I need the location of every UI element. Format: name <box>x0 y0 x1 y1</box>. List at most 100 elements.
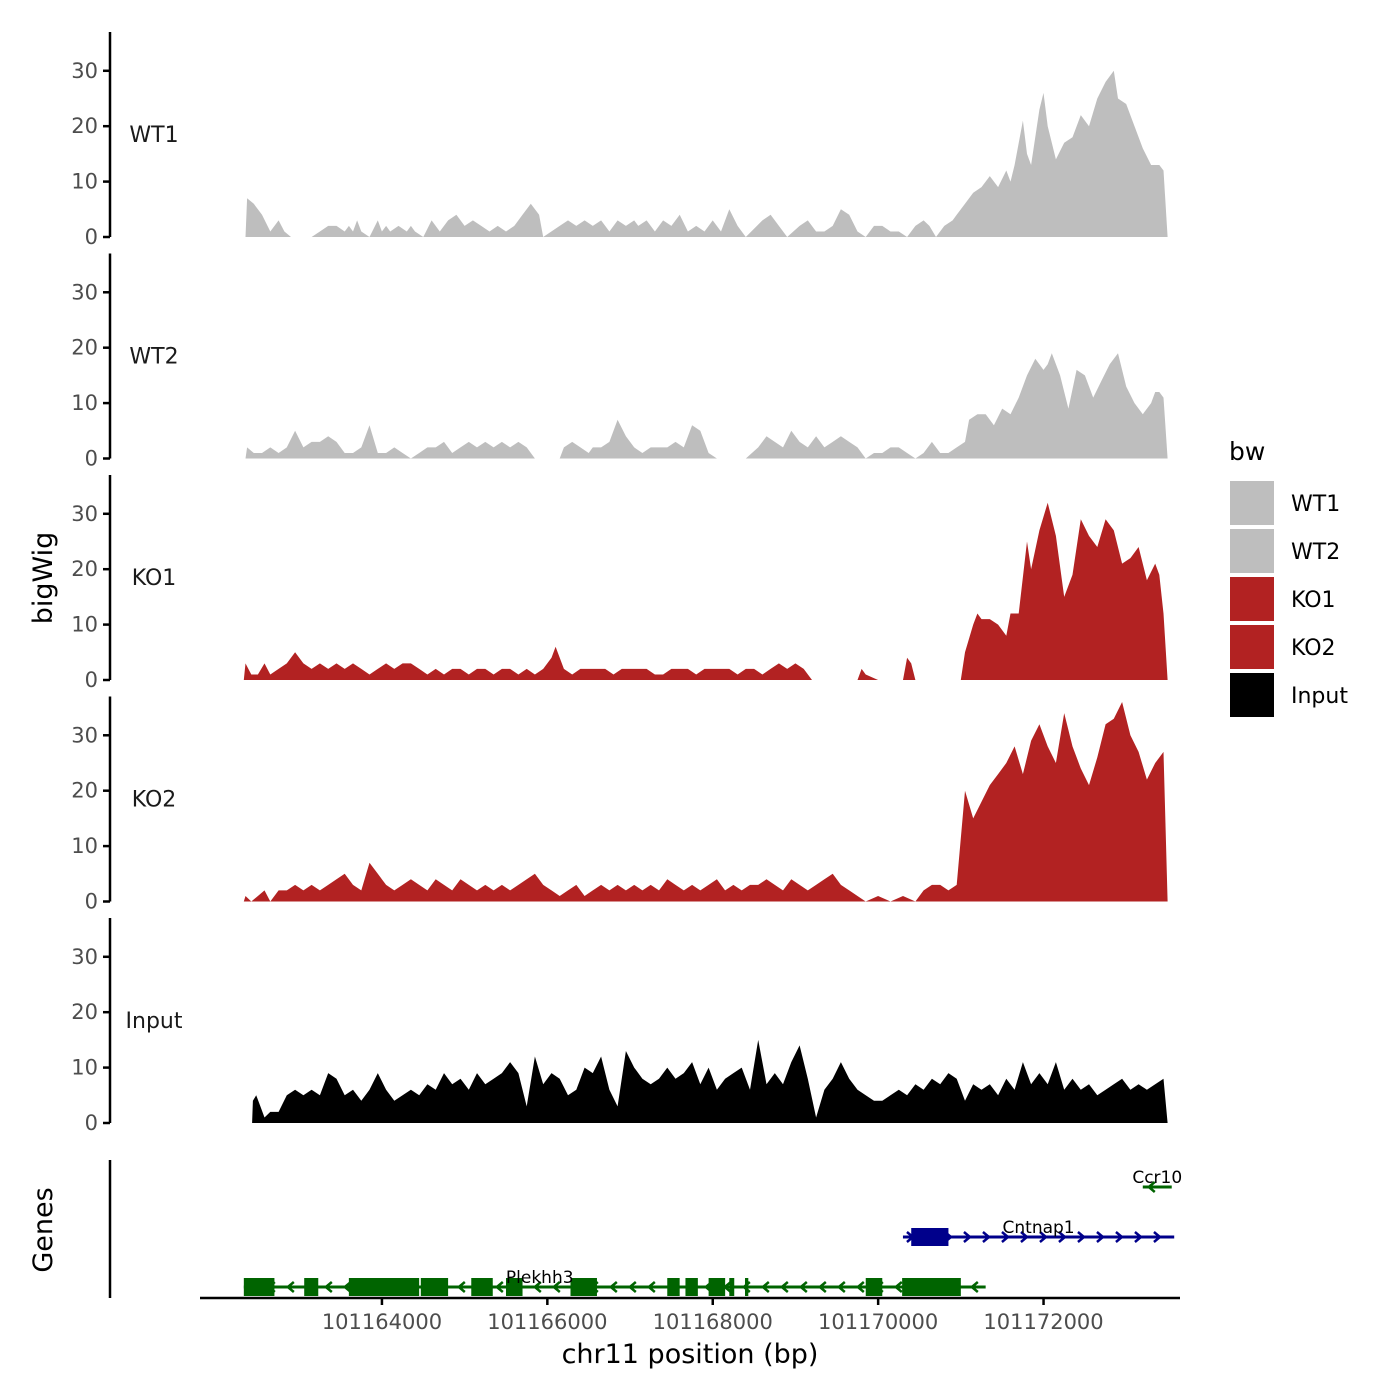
strand-chevron <box>1058 1231 1067 1243</box>
legend-item-wt1: WT1 <box>1230 481 1340 525</box>
legend-item-ko2: KO2 <box>1230 625 1336 669</box>
strand-chevron <box>969 1281 979 1293</box>
track-label: WT2 <box>129 345 178 370</box>
strand-chevron <box>1134 1231 1143 1243</box>
strand-chevron <box>760 1281 770 1293</box>
gene-exon <box>505 1278 523 1296</box>
strand-chevron <box>608 1281 618 1293</box>
legend-label: KO1 <box>1291 588 1336 613</box>
y-tick-label: 30 <box>71 502 98 526</box>
track-wt1: 0 10 20 30 WT1 <box>71 32 1168 249</box>
legend-label: WT2 <box>1291 540 1340 565</box>
track-label: KO1 <box>132 566 177 591</box>
strand-chevron <box>323 1281 333 1293</box>
strand-chevron <box>1020 1231 1029 1243</box>
strand-chevron <box>1039 1231 1048 1243</box>
y-tick-label: 10 <box>71 391 98 415</box>
x-tick-label: 101164000 <box>322 1310 442 1334</box>
legend-title: bw <box>1229 437 1265 466</box>
track-label: WT1 <box>129 123 178 148</box>
gene-exon <box>902 1278 961 1296</box>
gene-exon <box>348 1278 420 1296</box>
signal-area-wt2 <box>245 353 1168 459</box>
strand-chevron <box>1096 1231 1105 1243</box>
strand-chevron <box>456 1281 466 1293</box>
gene-plekhh3: Plekhh3 <box>243 1268 986 1296</box>
legend-item-wt2: WT2 <box>1230 529 1340 573</box>
legend-swatch <box>1230 673 1274 717</box>
x-tick-label: 101172000 <box>983 1310 1103 1334</box>
genes-axis-label: Genes <box>28 1187 59 1272</box>
y-tick-label: 30 <box>71 945 98 969</box>
strand-chevron <box>627 1281 637 1293</box>
gene-ccr10: Ccr10 <box>1132 1168 1182 1193</box>
gene-exon <box>667 1278 680 1296</box>
gene-exon <box>911 1228 949 1246</box>
strand-chevron <box>1001 1231 1010 1243</box>
x-axis-label: chr11 position (bp) <box>562 1339 819 1370</box>
gene-exon <box>685 1278 698 1296</box>
legend-swatch <box>1230 529 1274 573</box>
y-tick-label: 10 <box>71 170 98 194</box>
track-input: 0 10 20 30 Input <box>71 918 1168 1135</box>
y-tick-label: 20 <box>71 114 98 138</box>
y-tick-label: 20 <box>71 336 98 360</box>
gene-name-label: Cntnap1 <box>1003 1218 1075 1238</box>
x-tick-label: 101168000 <box>653 1310 773 1334</box>
strand-chevron <box>817 1281 827 1293</box>
legend-item-input: Input <box>1230 673 1348 717</box>
strand-chevron <box>982 1231 991 1243</box>
strand-chevron <box>1077 1231 1086 1243</box>
strand-chevron <box>285 1281 295 1293</box>
x-axis: 101164000 101166000 101168000 101170000 1011… <box>200 1296 1180 1334</box>
signal-area-input <box>252 1039 1168 1123</box>
strand-chevron <box>798 1281 808 1293</box>
gene-exon <box>304 1278 319 1296</box>
strand-chevron <box>779 1281 789 1293</box>
signal-area-ko1 <box>243 502 1168 680</box>
gene-name-label: Ccr10 <box>1132 1168 1182 1188</box>
signal-tracks: 0 10 20 30 WT1 0 10 20 30 WT2 0 10 20 30 KO1 0 10 20 30 KO2… <box>71 32 1168 1135</box>
gene-exon <box>744 1278 749 1296</box>
legend-swatch <box>1230 481 1274 525</box>
gene-exon <box>708 1278 726 1296</box>
gene-track: Plekhh3 Cntnap1 Ccr10 <box>108 1160 1182 1298</box>
y-tick-label: 0 <box>85 890 98 914</box>
y-tick-label: 0 <box>85 1111 98 1135</box>
strand-chevron <box>494 1281 504 1293</box>
strand-chevron <box>893 1281 903 1293</box>
gene-exon <box>570 1278 597 1296</box>
gene-name-label: Plekhh3 <box>506 1268 574 1288</box>
signal-area-ko2 <box>243 702 1168 902</box>
y-tick-label: 30 <box>71 280 98 304</box>
legend-swatch <box>1230 625 1274 669</box>
strand-chevron <box>855 1281 865 1293</box>
track-wt2: 0 10 20 30 WT2 <box>71 253 1168 471</box>
legend-label: WT1 <box>1291 492 1340 517</box>
y-tick-label: 0 <box>85 225 98 249</box>
strand-chevron <box>963 1231 972 1243</box>
x-tick-label: 101170000 <box>818 1310 938 1334</box>
track-label: KO2 <box>132 788 177 813</box>
y-tick-label: 10 <box>71 613 98 637</box>
legend-label: KO2 <box>1291 636 1336 661</box>
gene-exon <box>471 1278 493 1296</box>
y-tick-label: 30 <box>71 59 98 83</box>
gene-exon <box>729 1278 735 1296</box>
y-tick-label: 20 <box>71 1000 98 1024</box>
strand-chevron <box>532 1281 542 1293</box>
signal-area-wt1 <box>245 70 1168 237</box>
gene-cntnap1: Cntnap1 <box>902 1218 1175 1246</box>
strand-chevron <box>836 1281 846 1293</box>
strand-chevron <box>1153 1231 1162 1243</box>
track-ko2: 0 10 20 30 KO2 <box>71 696 1168 914</box>
strand-chevron <box>551 1281 561 1293</box>
strand-chevron <box>646 1281 656 1293</box>
track-label: Input <box>126 1009 183 1034</box>
x-tick-label: 101166000 <box>487 1310 607 1334</box>
y-tick-label: 0 <box>85 668 98 692</box>
legend: bw WT1 WT2 KO1 KO2 Input <box>1229 437 1348 717</box>
y-tick-label: 0 <box>85 447 98 471</box>
legend-swatch <box>1230 577 1274 621</box>
